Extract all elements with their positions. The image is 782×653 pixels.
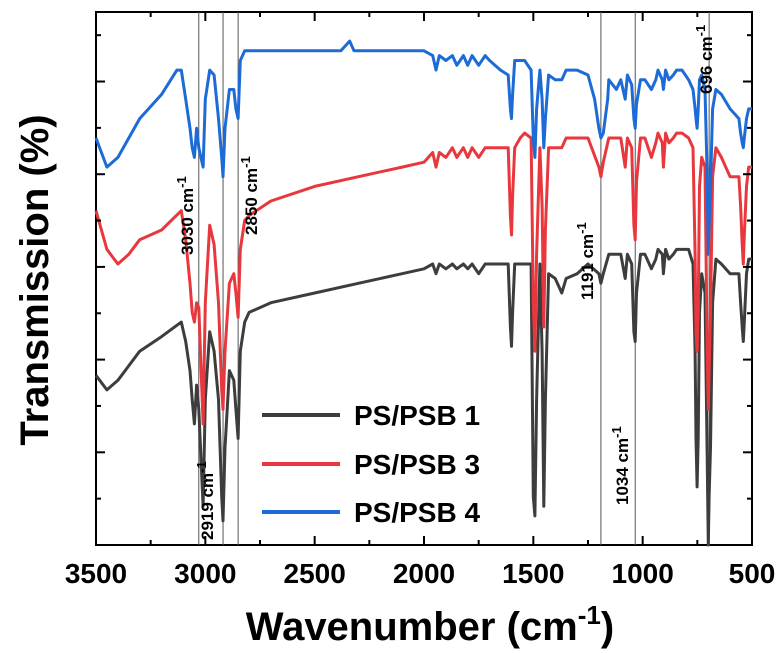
x-tick-label: 1500 [502, 558, 564, 589]
series-line-3 [94, 39, 752, 256]
series-line-1 [94, 247, 752, 547]
annotation-1191: 1191 cm-1 [574, 222, 597, 300]
legend-label-1: PS/PSB 1 [354, 400, 480, 431]
legend: PS/PSB 1 PS/PSB 3 PS/PSB 4 [262, 400, 480, 528]
legend-label-3: PS/PSB 4 [354, 497, 480, 528]
annotation-3030: 3030 cm-1 [174, 176, 197, 255]
axis-ticks [95, 12, 753, 546]
annotation-696: 696 cm-1 [693, 25, 716, 94]
annotation-1034: 1034 cm-1 [609, 426, 632, 505]
x-tick-label: 3000 [174, 558, 236, 589]
x-tick-label: 500 [729, 558, 776, 589]
annotations: 3030 cm-1 2919 cm-1 2850 cm-1 1191 cm-1 1034… [174, 25, 716, 540]
x-tick-label: 2000 [393, 558, 455, 589]
reference-lines [198, 12, 710, 545]
x-axis-title: Wavenumber (cm-1) [246, 600, 614, 649]
x-tick-label: 2500 [284, 558, 346, 589]
series-line-2 [94, 131, 752, 426]
x-tick-label: 3500 [65, 558, 127, 589]
annotation-2850: 2850 cm-1 [238, 156, 261, 235]
x-tick-label: 1000 [612, 558, 674, 589]
annotation-2919: 2919 cm-1 [194, 461, 217, 540]
x-tick-labels: 3500 3000 2500 2000 1500 1000 500 [65, 558, 776, 589]
series-group [94, 39, 752, 547]
y-axis-title: Transmission (%) [13, 114, 57, 445]
legend-label-2: PS/PSB 3 [354, 449, 480, 480]
